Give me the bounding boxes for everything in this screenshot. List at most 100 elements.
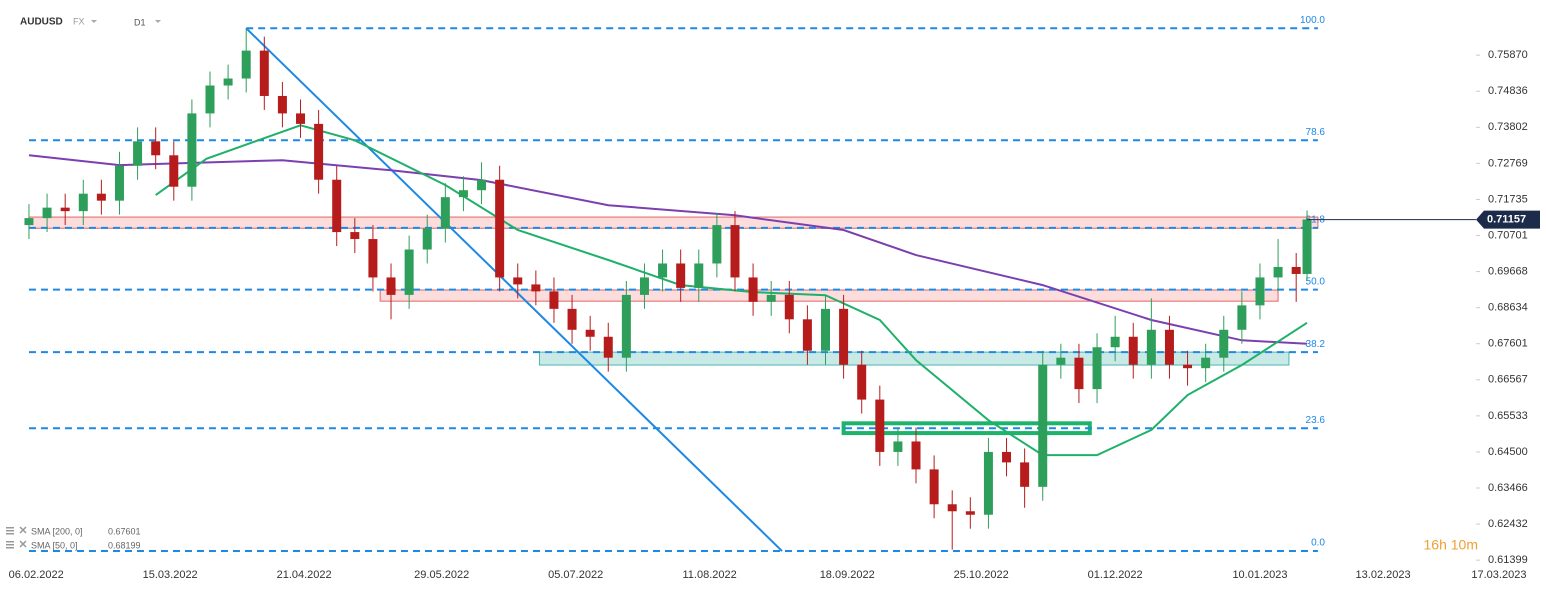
y-tick-label: 0.75870 (1488, 49, 1528, 61)
candle-body (839, 308, 849, 365)
candle-body (1302, 219, 1312, 274)
y-tick-label: 0.74836 (1488, 85, 1528, 97)
candle-body (857, 364, 867, 400)
candle-body (24, 218, 34, 226)
candle-body (1056, 357, 1066, 365)
zone (379, 289, 1279, 302)
candle-body (531, 284, 541, 292)
y-tick-label: 0.66567 (1488, 374, 1528, 386)
candle-body (621, 294, 631, 358)
candle-body (114, 165, 124, 201)
candle-body (169, 155, 179, 187)
candle-body (911, 441, 921, 470)
candle-body (187, 113, 197, 187)
candle-body (712, 225, 722, 264)
candle-body (1128, 336, 1138, 365)
legend-value: 0.68199 (108, 540, 141, 550)
candle-body (223, 78, 233, 86)
candle-body (549, 291, 559, 309)
fib-label: 23.6 (1306, 415, 1326, 426)
legend-icons (6, 526, 27, 549)
x-tick-label: 05.07.2022 (548, 569, 603, 581)
last-price-label: 0.71157 (1487, 214, 1526, 226)
y-tick-label: 0.63466 (1488, 482, 1528, 494)
candle-body (386, 277, 396, 295)
x-tick-label: 13.02.2023 (1356, 569, 1411, 581)
candle-body (96, 193, 106, 201)
candle-body (296, 113, 306, 124)
x-tick-label: 11.08.2022 (683, 569, 737, 581)
candle-body (151, 141, 161, 156)
candle-body (1092, 347, 1102, 390)
fib-label: 50.0 (1306, 276, 1326, 287)
candle-body (820, 308, 830, 351)
candle-body (205, 85, 215, 114)
candle-body (332, 179, 342, 233)
y-tick-label: 0.61399 (1488, 554, 1528, 566)
trendline (245, 27, 783, 552)
fib-label: 78.6 (1306, 127, 1326, 138)
candle-body (639, 277, 649, 295)
dropdown-arrow[interactable] (91, 20, 97, 23)
candle-body (350, 232, 360, 240)
candle-body (947, 504, 957, 512)
last-price-box (1476, 210, 1540, 229)
candle-body (440, 197, 450, 229)
zone (28, 216, 1319, 229)
interval[interactable]: D1 (134, 17, 146, 27)
candle-body (1183, 364, 1193, 369)
dropdown-arrow[interactable] (155, 20, 161, 23)
candle-body (259, 50, 269, 96)
y-tick-label: 0.64500 (1488, 446, 1528, 458)
candle-body (133, 141, 143, 166)
candle-body (1020, 462, 1030, 487)
candle-body (875, 399, 885, 452)
candle-body (277, 95, 287, 114)
candle-body (603, 336, 613, 358)
candle-body (1291, 266, 1301, 274)
fib-label: 100.0 (1300, 15, 1325, 26)
fib-label: 0.0 (1311, 538, 1325, 549)
candle-body (78, 193, 88, 212)
candle-body (567, 308, 577, 330)
x-tick-label: 21.04.2022 (277, 569, 332, 581)
candle-body (458, 190, 468, 198)
candle-body (1002, 451, 1012, 463)
candle-body (929, 469, 939, 505)
countdown: 16h 10m (1424, 537, 1478, 553)
candle-body (404, 249, 414, 295)
x-tick-label: 18.09.2022 (820, 569, 875, 581)
legend-name: SMA [200, 0] (31, 526, 83, 536)
candle-body (893, 441, 903, 452)
candle-body (784, 294, 794, 320)
candle-body (1074, 357, 1084, 390)
candle-body (1038, 364, 1048, 487)
candle-body (1237, 305, 1247, 330)
candle-body (1110, 336, 1120, 348)
market[interactable]: FX (73, 16, 85, 26)
candle-body (1164, 329, 1174, 365)
candle-body (422, 228, 432, 250)
candle-body (694, 263, 704, 288)
candle-body (314, 123, 324, 180)
x-tick-label: 17.03.2023 (1471, 569, 1526, 581)
candle-body (965, 511, 975, 515)
y-tick-label: 0.67601 (1488, 338, 1528, 350)
candle-body (495, 179, 505, 278)
legend-name: SMA [50, 0] (31, 540, 78, 550)
candle-body (42, 207, 52, 219)
legend-value: 0.67601 (108, 526, 141, 536)
x-tick-label: 25.10.2022 (954, 569, 1009, 581)
candle-body (730, 225, 740, 278)
candle-body (241, 50, 251, 79)
x-tick-label: 15.03.2022 (143, 569, 198, 581)
candle-body (802, 319, 812, 351)
y-tick-label: 0.62432 (1488, 518, 1528, 530)
candle-body (1273, 266, 1283, 278)
fib-label: 38.2 (1306, 339, 1326, 350)
candle-body (1146, 329, 1156, 365)
candle-body (766, 294, 776, 302)
symbol[interactable]: AUDUSD (20, 17, 63, 28)
y-tick-label: 0.70701 (1488, 229, 1528, 241)
x-tick-label: 10.01.2023 (1232, 569, 1287, 581)
